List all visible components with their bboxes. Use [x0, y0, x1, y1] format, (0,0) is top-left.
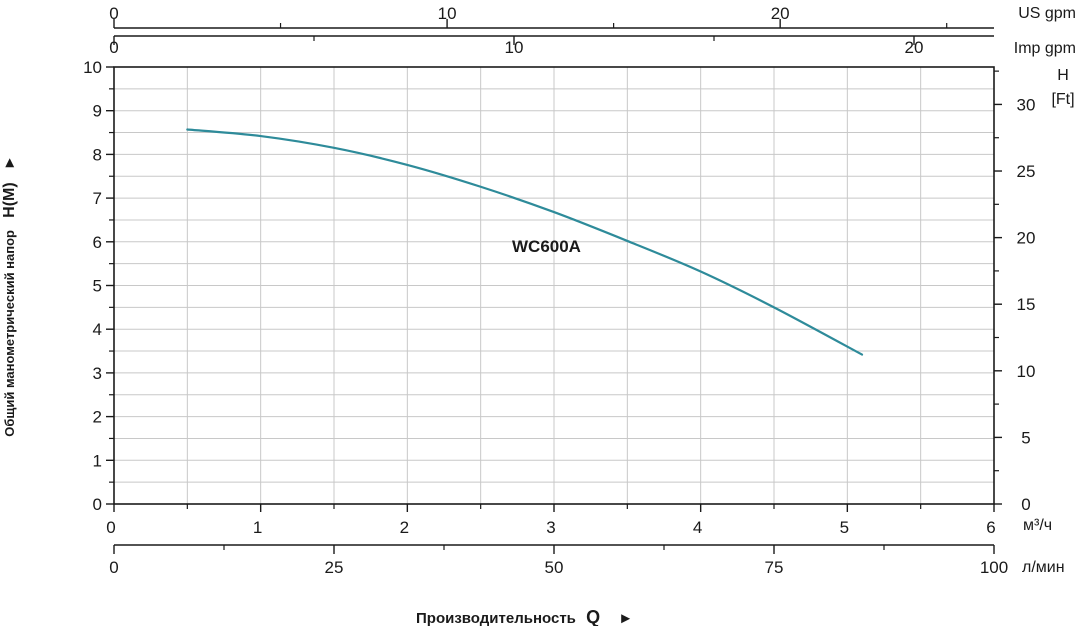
series-label: WC600A — [512, 237, 581, 256]
unit-m3h: м³/ч — [1023, 517, 1052, 534]
x-tick-label: 3 — [546, 518, 555, 537]
ft-tick-label: 15 — [1017, 295, 1036, 314]
us-gpm-tick-label: 10 — [438, 4, 457, 23]
y-tick-label: 6 — [93, 233, 102, 252]
y-axis-right-ft: 0 5 10 15 20 25 30 — [994, 70, 1036, 514]
lpm-tick-label: 100 — [980, 558, 1008, 577]
y-tick-label: 2 — [93, 408, 102, 427]
y-axis-title: Общий манометрический напор H(M) ► — [1, 155, 18, 436]
us-gpm-tick-label: 0 — [109, 4, 118, 23]
unit-us-gpm: US gpm — [1018, 5, 1076, 22]
imp-gpm-tick-label: 10 — [505, 38, 524, 57]
y-tick-label: 7 — [93, 189, 102, 208]
series-layer — [186, 128, 864, 356]
lpm-tick-label: 75 — [765, 558, 784, 577]
grid — [114, 67, 994, 504]
lpm-tick-label: 25 — [325, 558, 344, 577]
y-tick-label: 8 — [93, 145, 102, 164]
series-line-0 — [186, 128, 864, 356]
x-axis-m3h: 0 1 2 3 4 5 6 — [106, 504, 996, 537]
x-axis-symbol: Q — [586, 607, 600, 626]
y-tick-label: 1 — [93, 451, 102, 470]
x-axis-title-text: Производительность — [416, 610, 576, 626]
unit-ft: [Ft] — [1051, 91, 1074, 108]
unit-imp-gpm: Imp gpm — [1014, 40, 1076, 57]
y-axis-arrow: ► — [1, 155, 18, 170]
x-axis-title: Производительность Q ► — [416, 607, 633, 626]
y-axis-left: 0 1 2 3 4 5 6 7 8 9 10 — [83, 58, 114, 514]
y-axis-title-text: Общий манометрический напор — [2, 230, 17, 437]
x-axis-arrow: ► — [618, 610, 633, 626]
y-tick-label: 10 — [83, 58, 102, 77]
unit-lpm: л/мин — [1022, 559, 1065, 576]
y-tick-label: 4 — [93, 320, 102, 339]
x-axis-lpm: 0 25 50 75 100 — [109, 544, 1008, 577]
us-gpm-tick-label: 20 — [771, 4, 790, 23]
ft-tick-label: 10 — [1017, 362, 1036, 381]
unit-h: H — [1057, 67, 1069, 84]
imp-gpm-tick-label: 0 — [109, 38, 118, 57]
y-tick-label: 3 — [93, 364, 102, 383]
ft-tick-label: 25 — [1017, 162, 1036, 181]
y-tick-label: 5 — [93, 277, 102, 296]
x-tick-label: 5 — [840, 518, 849, 537]
ft-tick-label: 20 — [1017, 229, 1036, 248]
lpm-tick-label: 0 — [109, 558, 118, 577]
x-tick-label: 2 — [400, 518, 409, 537]
x-axis-us-gpm: 0 10 20 — [109, 4, 994, 29]
x-tick-label: 4 — [693, 518, 702, 537]
imp-gpm-tick-label: 20 — [905, 38, 924, 57]
x-axis-imp-gpm: 0 10 20 — [109, 35, 994, 57]
y-axis-symbol: H(M) — [1, 182, 18, 218]
x-tick-label: 6 — [986, 518, 995, 537]
ft-tick-label: 5 — [1021, 428, 1030, 447]
x-tick-label: 0 — [106, 518, 115, 537]
lpm-tick-label: 50 — [545, 558, 564, 577]
ft-tick-label: 30 — [1017, 95, 1036, 114]
y-tick-label: 0 — [93, 495, 102, 514]
x-tick-label: 1 — [253, 518, 262, 537]
ft-tick-label: 0 — [1021, 495, 1030, 514]
y-tick-label: 9 — [93, 102, 102, 121]
